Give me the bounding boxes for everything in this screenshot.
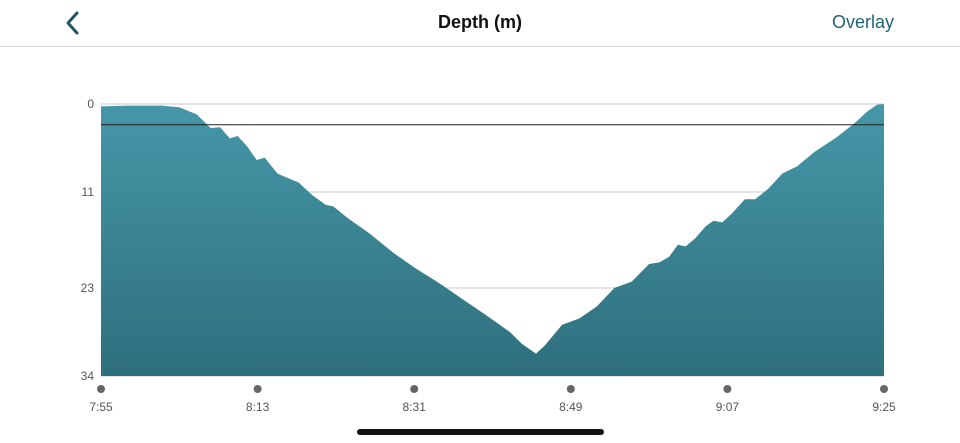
y-tick-label: 23 [81,281,95,295]
depth-area-series [101,104,884,376]
x-tick-label: 8:13 [246,400,270,414]
x-tick-label: 8:49 [559,400,583,414]
overlay-button[interactable]: Overlay [831,12,894,32]
x-tick-dot [880,385,888,393]
x-tick-dot [566,385,575,393]
page-title: Depth (m) [438,12,522,32]
y-axis: 0 11 23 34 [81,97,95,383]
chevron-left-icon [66,11,79,35]
depth-chart: 0 11 23 34 7:55 8:13 8:31 8:49 9:07 9:25 [81,97,896,414]
x-tick-label: 8:31 [403,400,427,414]
y-tick-label: 0 [87,97,94,111]
plot-area [101,104,884,376]
x-tick-dot [253,385,262,393]
x-tick-label: 9:07 [716,400,740,414]
x-tick-dot [723,385,732,393]
x-axis: 7:55 8:13 8:31 8:49 9:07 9:25 [89,385,896,414]
nav-bar: Depth (m) Overlay [0,0,960,47]
x-tick-label: 7:55 [89,400,113,414]
home-indicator [357,429,604,435]
back-button[interactable] [60,9,88,37]
x-tick-dot [97,385,105,393]
y-tick-label: 34 [81,369,95,383]
x-tick-label: 9:25 [872,400,896,414]
y-tick-label: 11 [82,185,95,199]
x-tick-dot [410,385,419,393]
